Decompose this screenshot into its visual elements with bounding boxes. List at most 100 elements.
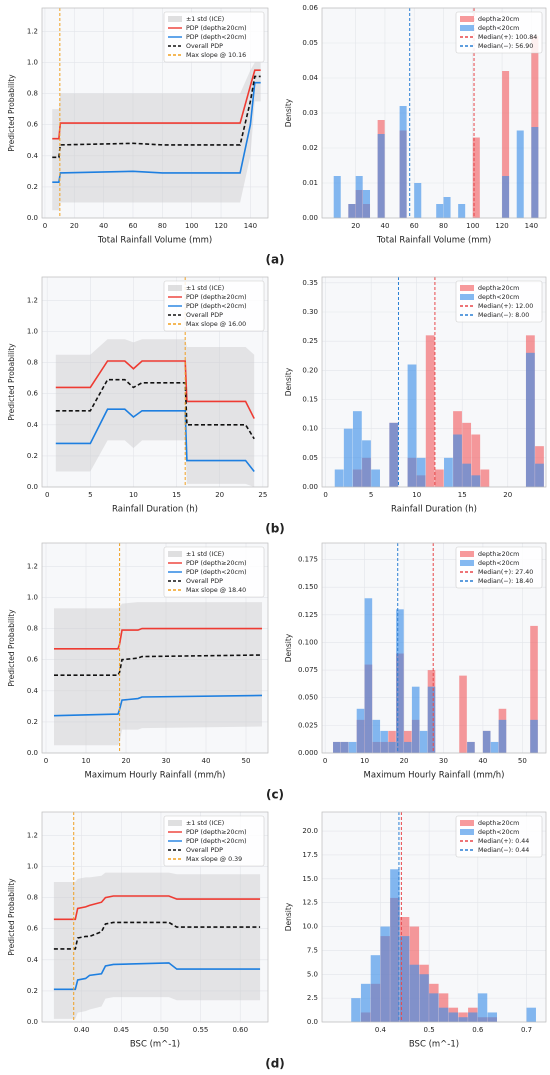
legend-label: ±1 std (ICE) bbox=[186, 820, 224, 827]
hist-bar bbox=[458, 204, 466, 218]
x-axis-label: BSC (m^-1) bbox=[130, 1040, 180, 1050]
y-tick-label: 0.000 bbox=[298, 749, 318, 757]
y-tick-label: 0.03 bbox=[302, 109, 318, 117]
x-tick-label: 140 bbox=[525, 222, 538, 230]
legend-box bbox=[455, 280, 543, 323]
x-axis-label: Maximum Hourly Rainfall (mm/h) bbox=[364, 771, 505, 781]
y-tick-label: 1.0 bbox=[27, 58, 38, 66]
y-tick-label: 0.125 bbox=[298, 611, 318, 619]
y-tick-label: 5.0 bbox=[307, 970, 318, 978]
legend-label: Max slope @ 16.00 bbox=[186, 320, 246, 328]
x-tick-label: 30 bbox=[162, 757, 171, 765]
y-tick-label: 15.0 bbox=[302, 875, 318, 883]
plot-frame bbox=[41, 811, 269, 1023]
hist-bar bbox=[471, 475, 481, 487]
y-tick-label: 0.0 bbox=[27, 214, 38, 222]
hist-bar bbox=[471, 434, 481, 487]
legend-box bbox=[163, 815, 265, 867]
x-tick-label: 0.40 bbox=[74, 1026, 90, 1034]
y-tick-label: 0.025 bbox=[298, 721, 318, 729]
hist-bar bbox=[380, 730, 388, 753]
x-tick-label: 100 bbox=[466, 222, 479, 230]
hist-bar bbox=[477, 993, 488, 1022]
y-tick-label: 0.15 bbox=[302, 396, 318, 404]
y-axis-label: Predicted Probability bbox=[7, 609, 16, 687]
legend-label: PDP (depth≥20cm) bbox=[186, 829, 247, 836]
legend-label: Max slope @ 18.40 bbox=[186, 586, 246, 594]
hist-bar bbox=[487, 1012, 498, 1022]
legend-swatch bbox=[460, 16, 474, 22]
pdp-line bbox=[55, 360, 255, 419]
hist-bar bbox=[380, 926, 390, 1022]
pdp-line bbox=[52, 75, 261, 159]
x-tick-label: 0 bbox=[45, 491, 49, 499]
legend-label: Median(−): 8.00 bbox=[478, 312, 529, 319]
hist-bar bbox=[414, 183, 422, 218]
y-tick-label: 0.075 bbox=[298, 666, 318, 674]
legend-swatch bbox=[168, 820, 182, 826]
x-tick-label: 0 bbox=[44, 757, 48, 765]
hist-bar bbox=[407, 364, 417, 487]
y-tick-label: 12.5 bbox=[302, 899, 318, 907]
hist-bar bbox=[371, 469, 380, 487]
x-tick-label: 0.55 bbox=[193, 1026, 209, 1034]
legend-swatch bbox=[168, 551, 182, 557]
hist-bar bbox=[370, 955, 381, 1022]
pdp-line bbox=[53, 895, 261, 921]
y-tick-label: 0.6 bbox=[27, 390, 39, 398]
hist-bar bbox=[419, 974, 429, 1022]
y-tick-label: 0.6 bbox=[27, 925, 39, 933]
x-axis-label: Total Rainfall Volume (mm) bbox=[97, 236, 212, 246]
hist-bar bbox=[411, 686, 420, 753]
y-tick-label: 0.00 bbox=[302, 214, 318, 222]
hist-bar bbox=[453, 434, 462, 487]
hist-bar bbox=[352, 411, 362, 487]
x-tick-label: 40 bbox=[380, 222, 389, 230]
x-axis-label: Maximum Hourly Rainfall (mm/h) bbox=[85, 771, 226, 781]
hist-bar bbox=[443, 197, 451, 218]
x-tick-label: 0 bbox=[323, 757, 327, 765]
legend-box bbox=[163, 280, 265, 332]
plot-frame bbox=[41, 276, 269, 488]
x-tick-label: 10 bbox=[360, 757, 369, 765]
x-tick-label: 10 bbox=[412, 491, 421, 499]
legend-label: PDP (depth<20cm) bbox=[186, 34, 247, 41]
pdp-line bbox=[54, 654, 263, 677]
x-tick-label: 120 bbox=[214, 222, 227, 230]
y-tick-label: 0.8 bbox=[27, 90, 38, 98]
legend-label: Median(+): 12.00 bbox=[478, 303, 533, 310]
y-tick-label: 1.2 bbox=[27, 562, 38, 570]
y-tick-label: 0.4 bbox=[27, 687, 39, 695]
legend-label: depth≥20cm bbox=[478, 16, 519, 23]
hist-bar bbox=[467, 741, 475, 753]
x-tick-label: 40 bbox=[478, 757, 487, 765]
legend-box bbox=[455, 11, 543, 54]
y-tick-label: 0.2 bbox=[27, 452, 38, 460]
hist-bar bbox=[525, 352, 535, 487]
hist-bar bbox=[399, 106, 407, 218]
x-tick-label: 15 bbox=[458, 491, 467, 499]
y-tick-label: 1.0 bbox=[27, 593, 38, 601]
hist-bar bbox=[356, 708, 365, 753]
hist-bar bbox=[333, 741, 341, 753]
y-tick-label: 7.5 bbox=[307, 946, 318, 954]
legend-label: Overall PDP bbox=[186, 578, 223, 585]
x-tick-label: 80 bbox=[439, 222, 448, 230]
legend-label: depth<20cm bbox=[478, 829, 519, 836]
hist-bar bbox=[377, 134, 385, 218]
x-tick-label: 5 bbox=[88, 491, 92, 499]
hist-bar bbox=[480, 469, 490, 487]
x-tick-label: 10 bbox=[129, 491, 138, 499]
hist-bar bbox=[364, 598, 373, 753]
y-tick-label: 0.35 bbox=[302, 279, 318, 287]
plot-frame bbox=[41, 542, 269, 754]
y-axis-label: Predicted Probability bbox=[7, 74, 16, 152]
y-tick-label: 1.0 bbox=[27, 862, 38, 870]
x-tick-label: 20 bbox=[503, 491, 512, 499]
x-tick-label: 20 bbox=[122, 757, 131, 765]
hist-bar bbox=[340, 741, 349, 753]
legend-label: Overall PDP bbox=[186, 312, 223, 319]
legend-label: ±1 std (ICE) bbox=[186, 551, 224, 558]
plot-frame bbox=[321, 7, 547, 219]
pdp-line bbox=[53, 694, 263, 717]
